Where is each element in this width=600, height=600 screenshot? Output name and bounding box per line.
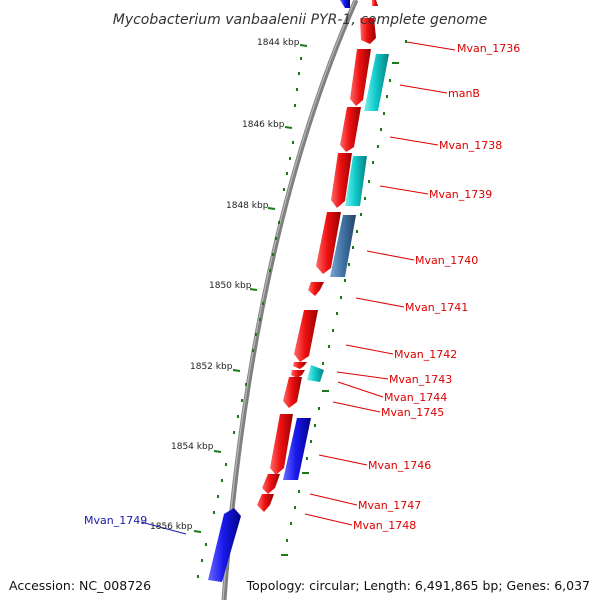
gene-label-mvan-1747[interactable]: Mvan_1747 bbox=[358, 499, 421, 512]
gene-arrow-top-red bbox=[360, 18, 376, 44]
callout-lines bbox=[304, 41, 456, 526]
kbp-label-1848: 1848 kbp bbox=[226, 201, 269, 211]
gene-label-mvan-1744[interactable]: Mvan_1744 bbox=[384, 391, 447, 404]
gene-label-mvan-1738[interactable]: Mvan_1738 bbox=[439, 139, 502, 152]
callout-line-mvan-1749 bbox=[140, 521, 187, 535]
gene-label-mvan-1746[interactable]: Mvan_1746 bbox=[368, 459, 431, 472]
gene-label-mvan-1749[interactable]: Mvan_1749 bbox=[84, 514, 147, 527]
kbp-label-1852: 1852 kbp bbox=[190, 362, 233, 372]
genome-backbone bbox=[221, 0, 359, 600]
gene-label-mvan-1748[interactable]: Mvan_1748 bbox=[353, 519, 416, 532]
gene-arrow-mvan-1747 bbox=[262, 474, 280, 494]
topology-text: Topology: circular; Length: 6,491,865 bp… bbox=[246, 578, 590, 593]
genome-backbone-highlight bbox=[222, 0, 356, 600]
gene-arrow-mvan-1740b bbox=[330, 215, 356, 277]
gene-arrow-mvan-1744 bbox=[291, 370, 305, 378]
genome-title: Mycobacterium vanbaalenii PYR-1, complet… bbox=[113, 12, 488, 28]
gene-arrow-mvan-1745 bbox=[283, 377, 302, 408]
kbp-label-1856: 1856 kbp bbox=[150, 522, 193, 532]
gene-arrow-top-blue bbox=[340, 0, 350, 8]
gene-arrow-mvan-1738 bbox=[340, 107, 361, 152]
gene-label-mvan-1736[interactable]: Mvan_1736 bbox=[457, 42, 520, 55]
gene-arrow-manb bbox=[364, 54, 389, 111]
gene-label-mvan-1741[interactable]: Mvan_1741 bbox=[405, 301, 468, 314]
gene-arrow-mvan-1741 bbox=[308, 282, 324, 296]
gene-arrow-mvan-1736 bbox=[350, 49, 371, 106]
gene-arrow-mvan-1748 bbox=[257, 494, 274, 512]
gene-arrow-mvan-1740 bbox=[316, 212, 341, 274]
gene-label-manb[interactable]: manB bbox=[448, 87, 480, 100]
gene-label-mvan-1742[interactable]: Mvan_1742 bbox=[394, 348, 457, 361]
gene-label-mvan-1745[interactable]: Mvan_1745 bbox=[381, 406, 444, 419]
gene-arrow-mvan-1739b bbox=[345, 156, 367, 206]
accession-text: Accession: NC_008726 bbox=[9, 578, 152, 593]
gene-arrow-mvan-1749 bbox=[208, 508, 241, 582]
gene-arrow-mvan-1746b bbox=[283, 418, 311, 480]
kbp-label-1846: 1846 kbp bbox=[242, 120, 285, 130]
kbp-label-1850: 1850 kbp bbox=[209, 281, 252, 291]
gene-label-mvan-1740[interactable]: Mvan_1740 bbox=[415, 254, 478, 267]
tick-track-outer bbox=[281, 40, 407, 556]
gene-arrow-top-small bbox=[372, 0, 378, 6]
tick-track-inner bbox=[197, 57, 302, 578]
gene-arrow-mvan-1739 bbox=[331, 153, 352, 208]
gene-arrow-mvan-1743 bbox=[293, 362, 307, 369]
gene-label-mvan-1739[interactable]: Mvan_1739 bbox=[429, 188, 492, 201]
gene-arrow-mvan-1742 bbox=[294, 310, 318, 362]
gene-arrow-mvan-1743b bbox=[307, 365, 324, 382]
gene-arrow-mvan-1746 bbox=[270, 414, 293, 475]
tick-track-major bbox=[193, 44, 308, 533]
kbp-label-1844: 1844 kbp bbox=[257, 38, 300, 48]
kbp-label-1854: 1854 kbp bbox=[171, 442, 214, 452]
gene-label-mvan-1743[interactable]: Mvan_1743 bbox=[389, 373, 452, 386]
